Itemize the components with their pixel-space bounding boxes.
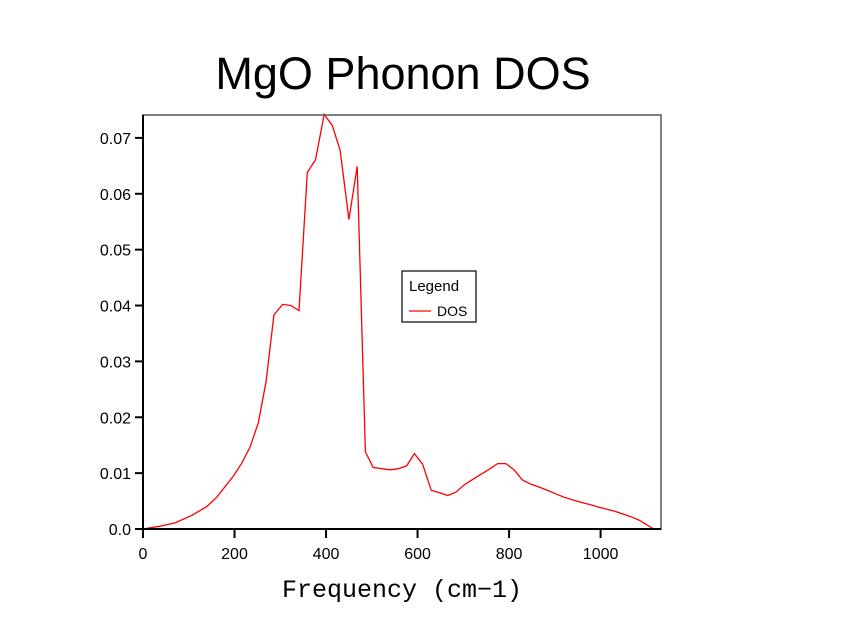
- x-tick-label: 800: [496, 546, 523, 563]
- y-tick-label: 0.03: [100, 354, 131, 371]
- y-tick-label: 0.07: [100, 131, 131, 148]
- y-tick-label: 0.04: [100, 299, 131, 316]
- x-tick-label: 200: [221, 546, 248, 563]
- legend-label-dos: DOS: [437, 303, 467, 319]
- y-tick-label: 0.05: [100, 243, 131, 260]
- x-tick-label: 400: [313, 546, 340, 563]
- chart-title: MgO Phonon DOS: [215, 48, 591, 99]
- y-tick-label: 0.0: [109, 522, 131, 539]
- y-tick-label: 0.01: [100, 466, 131, 483]
- y-tick-label: 0.06: [100, 187, 131, 204]
- x-tick-label: 0: [139, 546, 148, 563]
- series-line-dos: [142, 112, 655, 530]
- x-axis-label: Frequency (cm−1): [281, 576, 523, 605]
- legend-title: Legend: [409, 278, 459, 295]
- legend: Legend DOS: [401, 270, 477, 323]
- x-tick-label: 1000: [583, 546, 619, 563]
- y-tick-label: 0.02: [100, 410, 131, 427]
- x-tick-label: 600: [404, 546, 431, 563]
